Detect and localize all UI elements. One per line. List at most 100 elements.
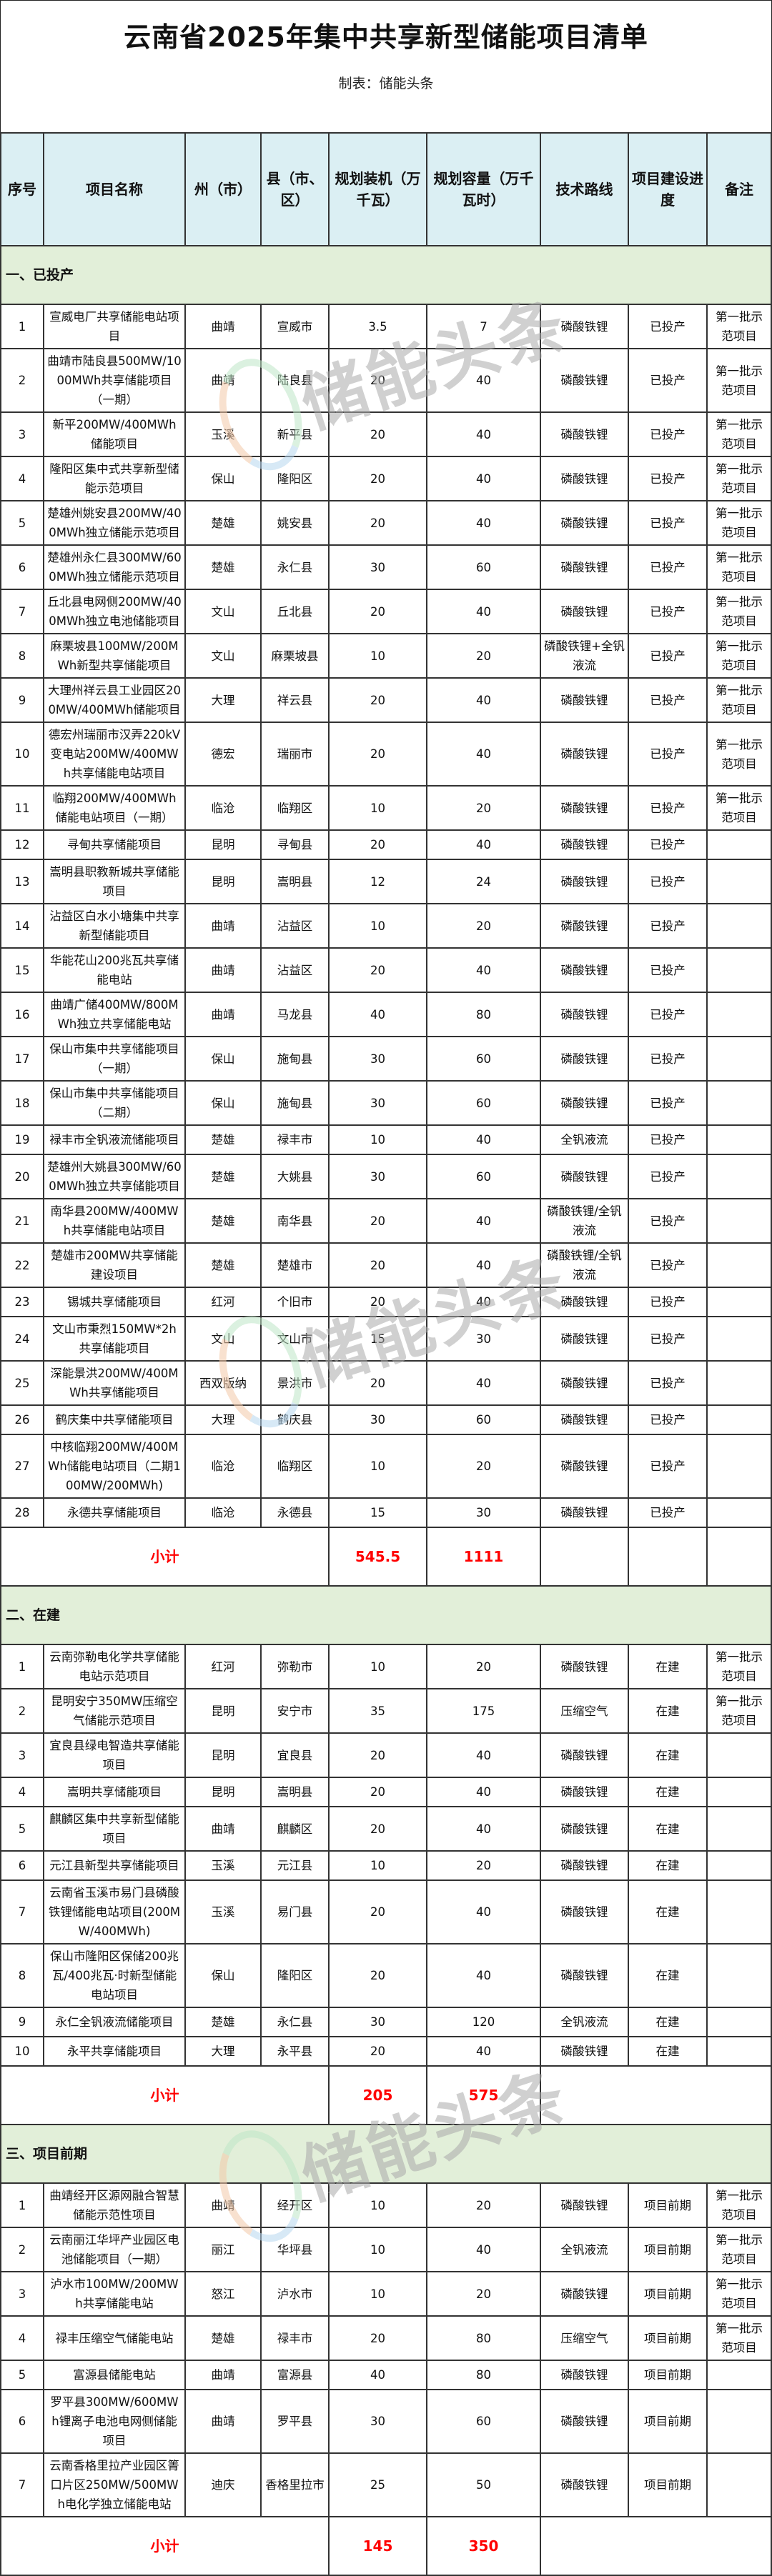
cell-project-name: 昆明安宁350MW压缩空气储能示范项目: [43, 1688, 186, 1734]
cell-seq: 27: [0, 1434, 44, 1499]
cell-planned-power: 20: [328, 411, 427, 457]
cell-project-name: 泸水市100MW/200MWh共享储能电站: [43, 2271, 186, 2317]
title-block: 云南省2025年集中共享新型储能项目清单 制表：储能头条: [0, 0, 772, 132]
cell-planned-power: 3.5: [328, 304, 427, 349]
cell-seq: 5: [0, 500, 44, 546]
cell-seq: 20: [0, 1154, 44, 1199]
cell-planned-capacity: 40: [426, 348, 541, 413]
cell-project-name: 永德共享储能项目: [43, 1497, 186, 1528]
cell-seq: 10: [0, 722, 44, 787]
cell-progress: 已投产: [628, 348, 708, 413]
cell-seq: 9: [0, 2007, 44, 2037]
cell-progress: 项目前期: [628, 2389, 708, 2454]
cell-planned-capacity: 40: [426, 829, 541, 860]
cell-planned-power: 40: [328, 992, 427, 1037]
cell-remark: [706, 947, 772, 993]
cell-project-name: 云南香格里拉产业园区箐口片区250MW/500MWh电化学独立储能电站: [43, 2452, 186, 2517]
cell-seq: 18: [0, 1080, 44, 1126]
cell-project-name: 楚雄市200MW共享储能建设项目: [43, 1242, 186, 1288]
cell-seq: 4: [0, 1777, 44, 1807]
cell-progress: 已投产: [628, 304, 708, 349]
cell-planned-capacity: 40: [426, 677, 541, 723]
cell-progress: 已投产: [628, 677, 708, 723]
cell-planned-power: 35: [328, 1688, 427, 1734]
table-row: 15 华能花山200兆瓦共享储能电站 曲靖 沾益区 20 40 磷酸铁锂 已投产: [0, 947, 772, 993]
table-row: 10 永平共享储能项目 大理 永平县 20 40 磷酸铁锂 在建: [0, 2036, 772, 2067]
cell-county: 临翔区: [260, 1434, 330, 1499]
cell-seq: 24: [0, 1316, 44, 1362]
cell-project-name: 鹤庆集中共享储能项目: [43, 1404, 186, 1435]
cell-project-name: 曲靖市陆良县500MW/1000MWh共享储能项目（一期）: [43, 348, 186, 413]
cell-project-name: 大理州祥云县工业园区200MW/400MWh储能项目: [43, 677, 186, 723]
cell-planned-power: 15: [328, 1316, 427, 1362]
subtotal-empty-cell: [540, 2065, 772, 2125]
cell-remark: [706, 1497, 772, 1528]
cell-county: 华坪县: [260, 2227, 330, 2272]
cell-technology: 磷酸铁锂: [540, 2452, 629, 2517]
cell-project-name: 罗平县300MW/600MWh锂离子电池电网侧储能项目: [43, 2389, 186, 2454]
cell-planned-capacity: 50: [426, 2452, 541, 2517]
cell-planned-capacity: 60: [426, 1036, 541, 1082]
table-row: 24 文山市秉烈150MW*2h共享储能项目 文山 文山市 15 30 磷酸铁锂 已投产: [0, 1316, 772, 1362]
cell-planned-power: 10: [328, 785, 427, 831]
table-row: 5 楚雄州姚安县200MW/400MWh独立储能示范项目 楚雄 姚安县 20 40 磷酸铁锂…: [0, 500, 772, 546]
cell-technology: 磷酸铁锂+全钒液流: [540, 633, 629, 679]
table-row: 6 罗平县300MW/600MWh锂离子电池电网侧储能项目 曲靖 罗平县 30 60 磷酸铁…: [0, 2389, 772, 2454]
cell-seq: 11: [0, 785, 44, 831]
cell-planned-capacity: 40: [426, 1360, 541, 1406]
cell-project-name: 云南丽江华坪产业园区电池储能项目（一期）: [43, 2227, 186, 2272]
cell-prefecture: 昆明: [184, 1688, 262, 1734]
cell-county: 富源县: [260, 2360, 330, 2390]
cell-progress: 已投产: [628, 903, 708, 949]
table-row: 7 云南香格里拉产业园区箐口片区250MW/500MWh电化学独立储能电站 迪庆 香格…: [0, 2452, 772, 2517]
subtotal-row: 小计 145 350: [0, 2516, 772, 2576]
cell-planned-capacity: 20: [426, 2271, 541, 2317]
cell-technology: 磷酸铁锂: [540, 829, 629, 860]
cell-technology: 磷酸铁锂: [540, 1850, 629, 1881]
cell-prefecture: 曲靖: [184, 2360, 262, 2390]
cell-progress: 在建: [628, 1850, 708, 1881]
subtotal-capacity: 575: [426, 2065, 541, 2125]
cell-planned-capacity: 20: [426, 1850, 541, 1881]
cell-project-name: 宜良县绿电智造共享储能项目: [43, 1732, 186, 1778]
cell-planned-power: 10: [328, 1644, 427, 1689]
cell-prefecture: 大理: [184, 677, 262, 723]
cell-progress: 已投产: [628, 1242, 708, 1288]
cell-county: 元江县: [260, 1850, 330, 1881]
cell-planned-capacity: 40: [426, 1124, 541, 1155]
cell-county: 隆阳区: [260, 1943, 330, 2008]
cell-planned-power: 30: [328, 1404, 427, 1435]
cell-planned-capacity: 120: [426, 2007, 541, 2037]
cell-technology: 磷酸铁锂: [540, 722, 629, 787]
cell-progress: 已投产: [628, 785, 708, 831]
cell-prefecture: 曲靖: [184, 2182, 262, 2228]
table-row: 25 深能景洪200MW/400MWh共享储能项目 西双版纳 景洪市 20 40 磷酸铁锂已…: [0, 1360, 772, 1406]
cell-planned-capacity: 40: [426, 1198, 541, 1244]
cell-progress: 在建: [628, 1732, 708, 1778]
cell-county: 文山市: [260, 1316, 330, 1362]
table-row: 7 丘北县电网侧200MW/400MWh独立电池储能项目 文山 丘北县 20 40 磷酸铁锂…: [0, 589, 772, 634]
cell-planned-power: 10: [328, 2271, 427, 2317]
cell-technology: 磷酸铁锂: [540, 2271, 629, 2317]
cell-progress: 在建: [628, 1688, 708, 1734]
subtotal-capacity: 1111: [426, 1527, 541, 1587]
table-row: 5 富源县储能电站 曲靖 富源县 40 80 磷酸铁锂 项目前期: [0, 2360, 772, 2390]
header-prefecture: 州（市）: [184, 132, 262, 246]
cell-remark: [706, 1806, 772, 1852]
cell-progress: 已投产: [628, 589, 708, 634]
cell-seq: 14: [0, 903, 44, 949]
cell-prefecture: 楚雄: [184, 1198, 262, 1244]
cell-progress: 已投产: [628, 947, 708, 993]
cell-planned-power: 20: [328, 1943, 427, 2008]
cell-remark: [706, 903, 772, 949]
cell-technology: 磷酸铁锂: [540, 1080, 629, 1126]
cell-county: 南华县: [260, 1198, 330, 1244]
cell-project-name: 南华县200MW/400MWh共享储能电站项目: [43, 1198, 186, 1244]
cell-prefecture: 楚雄: [184, 1242, 262, 1288]
cell-project-name: 麒麟区集中共享新型储能项目: [43, 1806, 186, 1852]
cell-project-name: 保山市集中共享储能项目（二期）: [43, 1080, 186, 1126]
cell-progress: 已投产: [628, 456, 708, 501]
cell-planned-power: 20: [328, 500, 427, 546]
cell-project-name: 深能景洪200MW/400MWh共享储能项目: [43, 1360, 186, 1406]
header-county: 县（市、区）: [260, 132, 330, 246]
